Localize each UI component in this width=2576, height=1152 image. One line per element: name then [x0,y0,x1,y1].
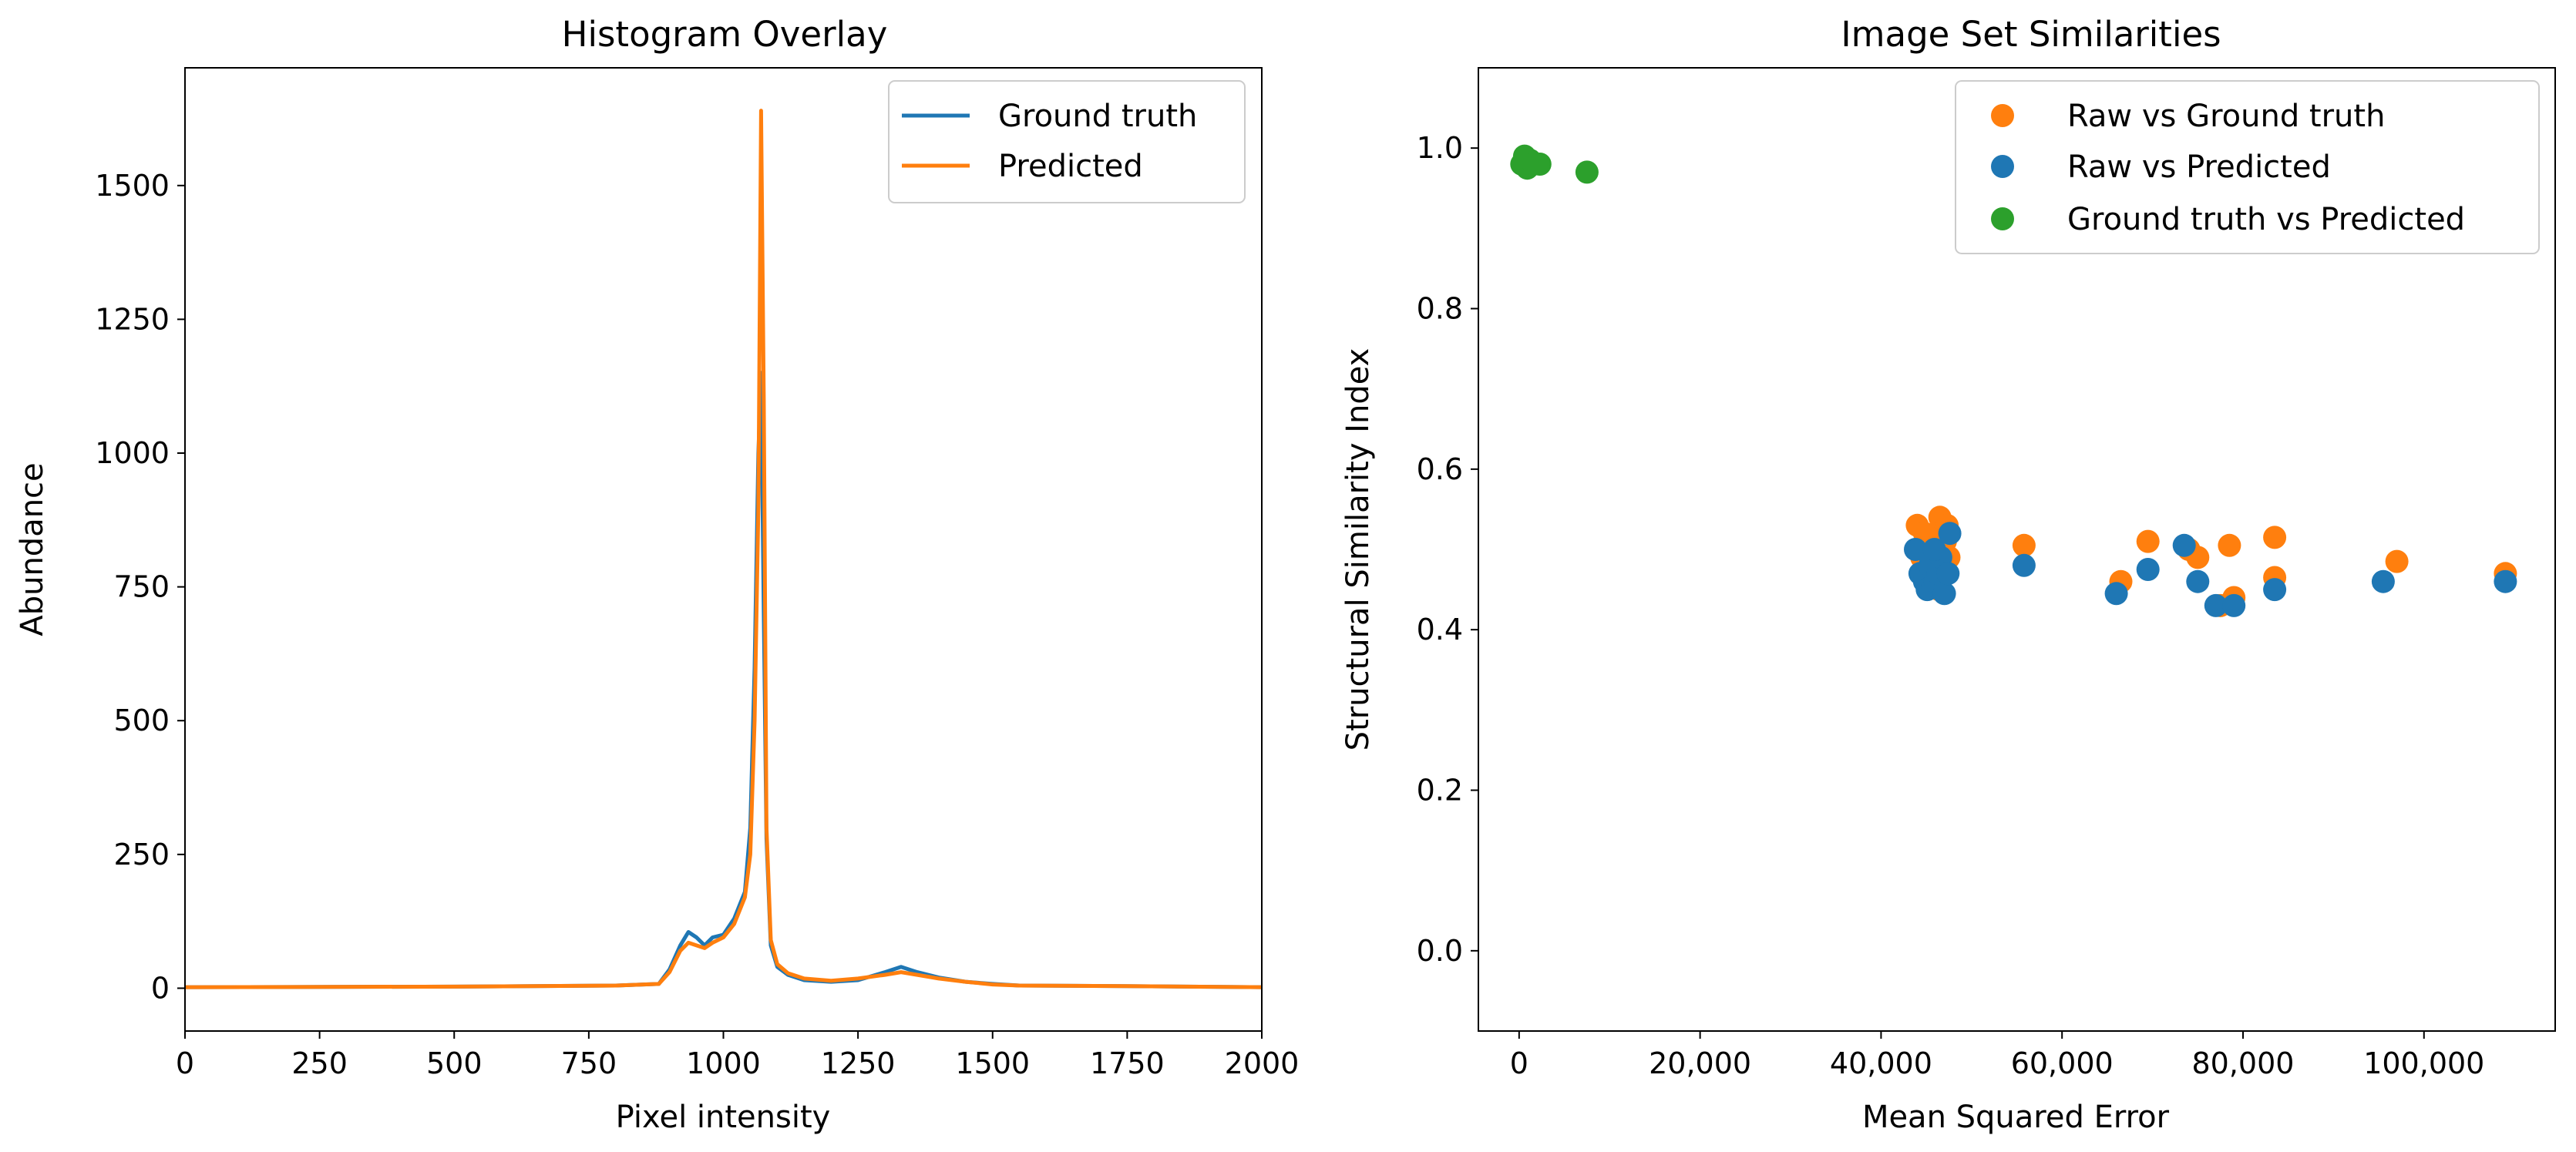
similarity-y-tick-label: 0.2 [1417,774,1463,808]
scatter-point-raw-vs-ground-truth [2012,533,2036,557]
similarity-y-ticks: 0.0 0.2 0.4 0.6 0.8 1.0 [1417,131,1478,968]
legend-marker-raw-vs-ground-truth [1991,104,2014,127]
histogram-x-tick-label: 0 [176,1046,194,1080]
legend-label-raw-vs-predicted: Raw vs Predicted [2067,149,2331,185]
histogram-legend-box [888,80,1246,203]
similarity-x-axis-label: Mean Squared Error [1862,1100,2170,1135]
scatter-point-raw-vs-predicted [2104,582,2128,606]
similarity-y-tick-label: 0.8 [1417,292,1463,326]
scatter-point-raw-vs-predicted [1936,562,1960,586]
similarity-y-tick-label: 0.4 [1417,613,1463,647]
histogram-chart: Histogram Overlay 0 250 500 750 1000 1250 1500… [15,14,1299,1135]
histogram-x-tick-label: 1750 [1090,1046,1165,1080]
similarity-plot-frame [1478,67,2556,1032]
series-line-predicted [184,109,1263,989]
histogram-y-tick-label: 0 [151,971,170,1005]
scatter-point-raw-vs-predicted [2263,578,2287,602]
histogram-y-tick-label: 500 [113,704,170,737]
scatter-point-ground-truth-vs-predicted [1575,160,1599,184]
histogram-x-tick-label: 500 [426,1046,483,1080]
histogram-y-tick-label: 750 [113,570,170,604]
scatter-point-raw-vs-ground-truth [2385,549,2409,573]
similarity-x-tick-label: 40,000 [1830,1046,1932,1080]
series-line-ground-truth [184,371,1263,989]
histogram-x-tick-label: 1500 [955,1046,1030,1080]
legend-label-predicted: Predicted [998,149,1143,184]
histogram-y-tick-label: 1000 [95,436,170,470]
histogram-x-ticks: 0 250 500 750 1000 1250 1500 1750 2000 [176,1031,1299,1080]
similarity-y-tick-label: 1.0 [1417,131,1463,165]
scatter-point-raw-vs-ground-truth [2136,529,2160,553]
similarity-series-group [1510,144,2517,617]
similarity-x-tick-label: 60,000 [2011,1046,2114,1080]
histogram-y-tick-label: 1250 [95,302,170,336]
scatter-point-raw-vs-ground-truth [2218,533,2241,557]
scatter-point-raw-vs-predicted [2204,593,2228,617]
histogram-x-tick-label: 1250 [821,1046,896,1080]
similarity-y-tick-label: 0.6 [1417,452,1463,486]
histogram-title: Histogram Overlay [562,14,888,55]
histogram-x-axis-label: Pixel intensity [616,1100,831,1135]
scatter-point-raw-vs-predicted [1938,522,1962,546]
legend-label-ground-truth-vs-predicted: Ground truth vs Predicted [2067,202,2465,237]
similarity-x-tick-label: 0 [1510,1046,1528,1080]
scatter-point-raw-vs-predicted [1932,582,1956,606]
histogram-x-tick-label: 250 [291,1046,348,1080]
scatter-point-raw-vs-predicted [2494,569,2517,593]
similarity-x-tick-label: 80,000 [2192,1046,2295,1080]
similarity-title: Image Set Similarities [1841,14,2221,55]
histogram-y-axis-label: Abundance [15,462,50,636]
similarity-legend: Raw vs Ground truth Raw vs Predicted Gro… [1955,80,2540,254]
scatter-point-raw-vs-ground-truth [2263,526,2287,549]
scatter-point-raw-vs-predicted [2371,569,2395,593]
histogram-x-tick-label: 750 [561,1046,617,1080]
similarity-legend-box [1955,80,2540,254]
similarity-y-tick-label: 0.0 [1417,934,1463,968]
similarity-x-tick-label: 100,000 [2363,1046,2484,1080]
legend-marker-raw-vs-predicted [1991,155,2014,178]
histogram-series-group [184,109,1263,989]
histogram-y-ticks: 0 250 500 750 1000 1250 1500 [95,169,185,1005]
scatter-point-raw-vs-predicted [2012,553,2036,577]
histogram-legend: Ground truth Predicted [888,80,1246,203]
scatter-point-raw-vs-predicted [2186,569,2210,593]
similarity-x-tick-label: 20,000 [1649,1046,1751,1080]
scatter-point-raw-vs-predicted [1922,538,1946,561]
scatter-point-raw-vs-predicted [2172,533,2196,557]
histogram-x-tick-label: 2000 [1225,1046,1300,1080]
scatter-point-ground-truth-vs-predicted [1528,153,1552,176]
similarity-y-axis-label: Structural Similarity Index [1340,348,1376,751]
scatter-point-raw-vs-predicted [2222,593,2246,617]
similarity-x-ticks: 0 20,000 40,000 60,000 80,000 100,000 [1510,1031,2484,1080]
histogram-plot-frame [184,67,1263,1032]
legend-label-ground-truth: Ground truth [998,99,1197,134]
scatter-point-raw-vs-predicted [2136,558,2160,581]
histogram-y-tick-label: 1500 [95,169,170,203]
legend-label-raw-vs-ground-truth: Raw vs Ground truth [2067,99,2385,134]
similarity-chart: Image Set Similarities 0 20,000 40,000 60,0… [1340,14,2556,1135]
histogram-x-tick-label: 1000 [686,1046,761,1080]
histogram-y-tick-label: 250 [113,838,170,872]
legend-marker-ground-truth-vs-predicted [1991,207,2014,230]
scatter-point-raw-vs-predicted [1904,538,1927,561]
